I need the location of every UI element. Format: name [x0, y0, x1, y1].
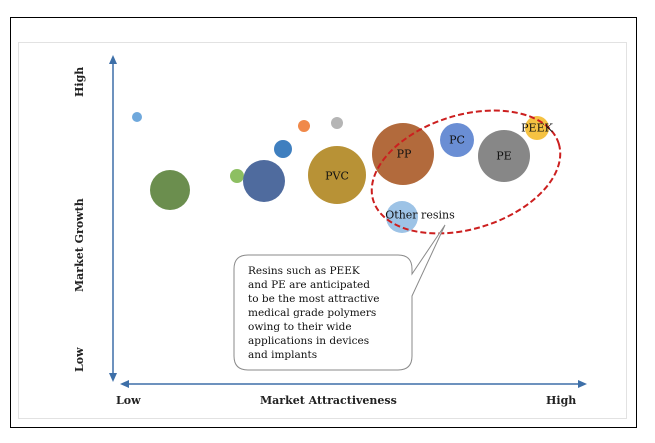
- bubble-peek: [525, 116, 549, 140]
- y-axis-low-label: Low: [73, 347, 86, 372]
- callout-box: [233, 224, 446, 371]
- inner-plot-border: [18, 42, 627, 419]
- callout-line: and PE are anticipated: [248, 279, 370, 291]
- y-axis-high-label: High: [73, 66, 86, 97]
- bubble-label-pe: PE: [496, 149, 512, 163]
- callout-line: and implants: [248, 349, 318, 361]
- bubble-navy: [243, 160, 285, 202]
- y-axis-arrow-down-icon: [109, 373, 117, 382]
- bubble-small-blue: [132, 112, 142, 122]
- bubble-pp: [372, 123, 434, 185]
- bubble-label-pvc: PVC: [325, 169, 349, 183]
- bubble-pvc: [308, 146, 366, 204]
- callout-text: Resins such as PEEK and PE are anticipat…: [248, 264, 428, 362]
- callout-line: owing to their wide: [248, 321, 352, 333]
- bubble-label-pp: PP: [396, 147, 412, 161]
- bubble-green: [150, 170, 190, 210]
- highlight-ellipse: [370, 109, 562, 235]
- bubble-light-green: [230, 169, 244, 183]
- bubble-label-other-resins: Other resins: [385, 208, 455, 222]
- callout-line: to be the most attractive: [248, 293, 380, 305]
- callout-line: medical grade polymers: [248, 307, 377, 319]
- x-axis-arrow-right-icon: [578, 380, 587, 388]
- callout-line: Resins such as PEEK: [248, 265, 360, 277]
- bubble-gray-small: [331, 117, 343, 129]
- bubble-label-peek: PEEK: [521, 121, 553, 135]
- bubble-pc: [440, 123, 474, 157]
- x-axis-arrow-left-icon: [120, 380, 129, 388]
- x-axis-high-label: High: [546, 394, 577, 407]
- bubble-pe: [478, 130, 530, 182]
- bubble-other-resins: [386, 201, 418, 233]
- callout-line: applications in devices: [248, 335, 370, 347]
- bubble-steel-blue: [274, 140, 292, 158]
- y-axis-title: Market Growth: [73, 198, 86, 292]
- bubble-label-pc: PC: [449, 133, 465, 147]
- bubble-orange: [298, 120, 310, 132]
- x-axis-title: Market Attractiveness: [260, 394, 397, 407]
- y-axis-arrow-up-icon: [109, 55, 117, 64]
- outer-frame-border: [10, 17, 637, 428]
- x-axis-low-label: Low: [116, 394, 141, 407]
